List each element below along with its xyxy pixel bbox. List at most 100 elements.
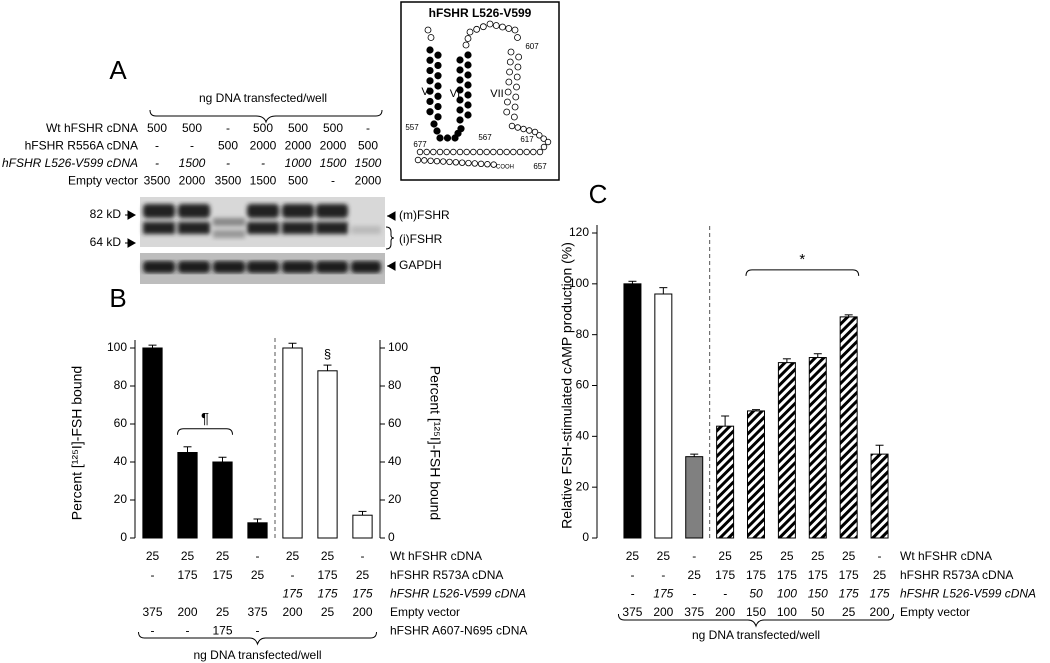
bead xyxy=(466,28,474,36)
cell: 25 xyxy=(811,549,825,563)
bead xyxy=(464,71,472,79)
bead xyxy=(423,148,430,156)
bead xyxy=(414,156,422,164)
bead xyxy=(443,148,450,156)
cell: 2000 xyxy=(179,174,206,188)
cell: 500 xyxy=(182,121,202,135)
bead xyxy=(504,98,511,106)
cell: 150 xyxy=(808,586,828,600)
cell: - xyxy=(151,568,155,582)
bar xyxy=(177,452,198,539)
bead xyxy=(544,138,552,146)
bead xyxy=(540,143,548,151)
cell: 25 xyxy=(321,549,335,563)
bead xyxy=(526,127,533,134)
cell: - xyxy=(661,568,665,582)
cell: 175 xyxy=(317,568,337,582)
bar xyxy=(685,456,704,539)
bead xyxy=(473,25,481,33)
cell: 25 xyxy=(657,549,671,563)
cell: 1000 xyxy=(285,156,312,170)
cell: 25 xyxy=(216,549,230,563)
bead xyxy=(456,76,464,84)
cell: 175 xyxy=(212,568,232,582)
cell: - xyxy=(256,549,260,563)
bead xyxy=(476,148,484,156)
topology-label: 567 xyxy=(478,133,492,142)
bead xyxy=(512,93,520,101)
bead xyxy=(426,97,434,106)
cell: 25 xyxy=(146,549,160,563)
marker-label: 82 kD xyxy=(90,207,122,221)
cell: 25 xyxy=(718,549,732,563)
marker-label: 64 kD xyxy=(90,235,122,249)
bead xyxy=(446,158,453,166)
cell: 25 xyxy=(842,605,856,619)
y-axis-label: Percent [¹²⁵I]-FSH bound xyxy=(69,366,85,520)
bead xyxy=(464,91,472,99)
bead xyxy=(503,148,510,156)
bead xyxy=(426,108,434,116)
bead xyxy=(430,120,438,128)
bead xyxy=(508,122,516,130)
bead xyxy=(511,103,519,111)
bar xyxy=(654,293,673,539)
topology-label: VI xyxy=(450,88,460,100)
cell: - xyxy=(256,624,260,638)
bead xyxy=(483,148,490,156)
bead xyxy=(464,51,472,59)
bead xyxy=(426,56,434,64)
cell: - xyxy=(226,156,230,170)
y-axis-label: Relative FSH-stimulated cAMP production … xyxy=(559,242,575,529)
bead xyxy=(510,113,518,121)
bead xyxy=(510,148,517,156)
bead xyxy=(456,86,464,94)
bar xyxy=(839,316,858,539)
bead xyxy=(462,41,470,49)
cell: - xyxy=(361,549,365,563)
y-tick-label: 60 xyxy=(576,378,590,392)
cell: 500 xyxy=(358,139,378,153)
bead xyxy=(457,125,465,133)
bead xyxy=(433,157,441,165)
bead xyxy=(450,148,457,156)
cell: 25 xyxy=(842,549,856,563)
cell: 175 xyxy=(808,568,828,582)
bead xyxy=(505,78,513,86)
bead xyxy=(530,148,537,156)
topology-label: 607 xyxy=(525,42,539,51)
caption: ng DNA transfected/well xyxy=(692,628,820,642)
bead xyxy=(433,127,441,135)
cell: - xyxy=(878,549,882,563)
cell: - xyxy=(186,624,190,638)
cell: 3500 xyxy=(144,174,171,188)
y-tick-label: 120 xyxy=(569,225,589,239)
bead xyxy=(470,148,477,156)
bead xyxy=(456,148,464,156)
cell: 2000 xyxy=(285,139,312,153)
bead xyxy=(490,148,497,156)
y-tick-label: 100 xyxy=(107,340,127,354)
cell: - xyxy=(190,139,194,153)
topology-label: COOH xyxy=(496,165,514,171)
y2-tick-label: 40 xyxy=(388,454,402,468)
cell: - xyxy=(291,568,295,582)
bead xyxy=(424,26,432,34)
bead xyxy=(514,63,522,71)
bead xyxy=(426,77,434,85)
bead xyxy=(520,125,527,133)
bead xyxy=(434,102,442,111)
cell: 25 xyxy=(873,568,887,582)
bead xyxy=(434,61,442,70)
bead xyxy=(426,66,434,75)
cell: 175 xyxy=(282,586,302,600)
bead xyxy=(515,53,523,61)
bead xyxy=(427,34,435,41)
bead xyxy=(499,23,506,31)
bead xyxy=(434,51,442,59)
bracket xyxy=(177,428,233,435)
y-tick-label: 40 xyxy=(576,429,590,443)
bead xyxy=(436,134,444,142)
